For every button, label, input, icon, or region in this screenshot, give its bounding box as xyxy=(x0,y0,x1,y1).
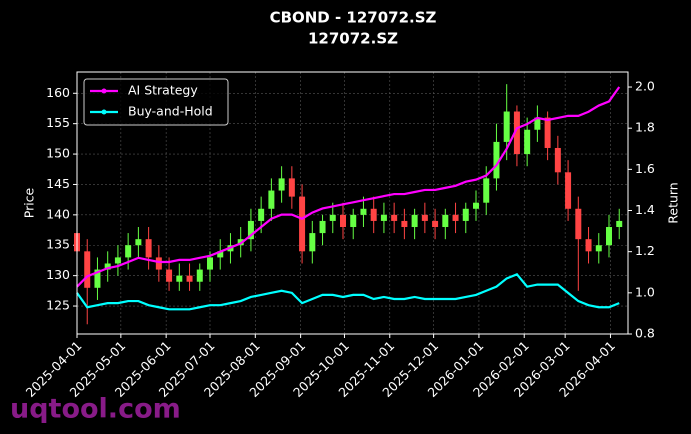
candle-body xyxy=(401,220,408,228)
candle-body xyxy=(166,269,173,282)
y2-tick-label: 1.6 xyxy=(635,161,655,176)
legend-marker xyxy=(101,109,107,115)
candle-body xyxy=(350,214,357,228)
series-line xyxy=(76,272,620,311)
candle-body xyxy=(544,117,551,148)
y2-tick-label: 1.2 xyxy=(635,243,655,258)
candle-body xyxy=(94,269,101,288)
candle-body xyxy=(135,239,142,246)
candle-body xyxy=(524,129,531,155)
y-tick-label: 155 xyxy=(46,115,70,130)
candle-body xyxy=(125,245,132,258)
candle-body xyxy=(370,208,377,221)
candle-body xyxy=(329,214,336,221)
candle-body xyxy=(207,257,213,270)
chart-title: CBOND - 127072.SZ xyxy=(270,9,437,27)
y-tick-label: 140 xyxy=(46,206,70,221)
legend-marker xyxy=(101,88,107,94)
y-tick-label: 145 xyxy=(46,176,70,191)
candle-body xyxy=(534,117,541,130)
legend-label: Buy-and-Hold xyxy=(128,104,213,119)
candle-body xyxy=(421,214,428,221)
y-tick-label: 135 xyxy=(46,237,70,252)
candle-body xyxy=(503,111,510,142)
candle-body xyxy=(606,227,612,246)
candle-body xyxy=(360,208,367,215)
y2-tick-label: 1.0 xyxy=(635,284,655,299)
y-tick-label: 160 xyxy=(46,85,70,100)
y2-tick-label: 1.8 xyxy=(635,120,655,135)
candle-body xyxy=(575,208,582,240)
candle-body xyxy=(452,214,459,221)
candle-body xyxy=(462,208,469,221)
candle-body xyxy=(585,239,592,252)
candle-body xyxy=(268,190,275,209)
candle-body xyxy=(258,208,265,221)
y2-axis-label: Return xyxy=(666,182,681,223)
candle-body xyxy=(554,147,561,173)
y2-tick-label: 0.8 xyxy=(635,326,655,341)
y-tick-label: 150 xyxy=(46,146,70,161)
candle-body xyxy=(493,141,500,179)
candle-body xyxy=(196,269,203,282)
watermark: uqtool.com xyxy=(10,394,181,425)
candle-body xyxy=(309,233,316,252)
candle-body xyxy=(155,257,162,270)
candle-body xyxy=(432,220,439,228)
candle-body xyxy=(247,220,254,240)
legend-label: AI Strategy xyxy=(128,83,198,98)
candle-body xyxy=(442,214,449,228)
candle-body xyxy=(114,257,121,264)
chart-subtitle: 127072.SZ xyxy=(308,30,398,48)
candle-body xyxy=(483,178,490,203)
candle-body xyxy=(473,202,479,209)
candle-body xyxy=(380,214,387,221)
legend: AI Strategy Buy-and-Hold xyxy=(83,78,229,126)
candle-body xyxy=(391,214,398,221)
candle-body xyxy=(288,178,295,197)
candle-body xyxy=(595,245,602,252)
candle-body xyxy=(145,239,152,258)
candle-body xyxy=(340,214,346,228)
candle-body xyxy=(565,172,572,209)
legend-box xyxy=(83,78,229,126)
candle-body xyxy=(616,220,623,228)
candle-body xyxy=(299,196,306,252)
candle-body xyxy=(186,275,193,282)
candle-body xyxy=(84,251,91,288)
y2-tick-label: 2.0 xyxy=(635,79,655,94)
candle-body xyxy=(104,263,111,270)
candle-body xyxy=(513,111,520,155)
candle-body xyxy=(217,251,224,258)
candle-body xyxy=(278,178,285,191)
series-line xyxy=(76,86,621,288)
plot-frame xyxy=(76,71,629,335)
candle-body xyxy=(176,275,183,282)
candle-body xyxy=(411,214,418,228)
y-axis-label: Price xyxy=(22,187,37,218)
y2-tick-label: 1.4 xyxy=(635,202,655,217)
candle-body xyxy=(319,220,326,234)
y-tick-label: 130 xyxy=(46,267,70,282)
y-tick-label: 125 xyxy=(46,298,70,313)
